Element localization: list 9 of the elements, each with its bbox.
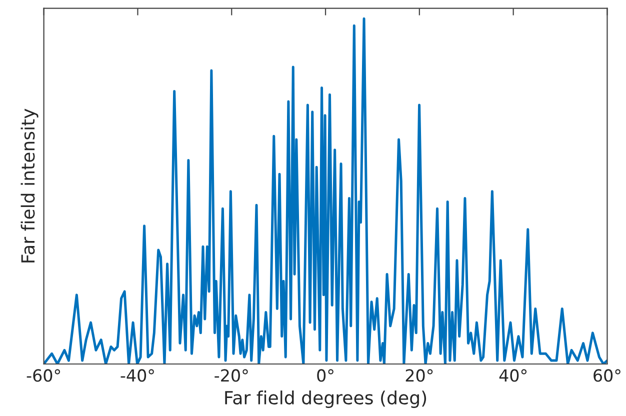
x-tick-label: -60° bbox=[26, 369, 60, 382]
x-tick-label: 20° bbox=[406, 369, 433, 382]
x-tick-label: 0° bbox=[317, 369, 334, 382]
x-tick-label: -20° bbox=[214, 369, 248, 382]
x-axis-title: Far field degrees (deg) bbox=[225, 390, 426, 408]
x-tick-label: -40° bbox=[120, 369, 154, 382]
x-tick-label: 40° bbox=[499, 369, 527, 382]
y-axis-title: Far field intensity bbox=[20, 108, 38, 262]
x-tick-label: 60° bbox=[594, 369, 620, 382]
